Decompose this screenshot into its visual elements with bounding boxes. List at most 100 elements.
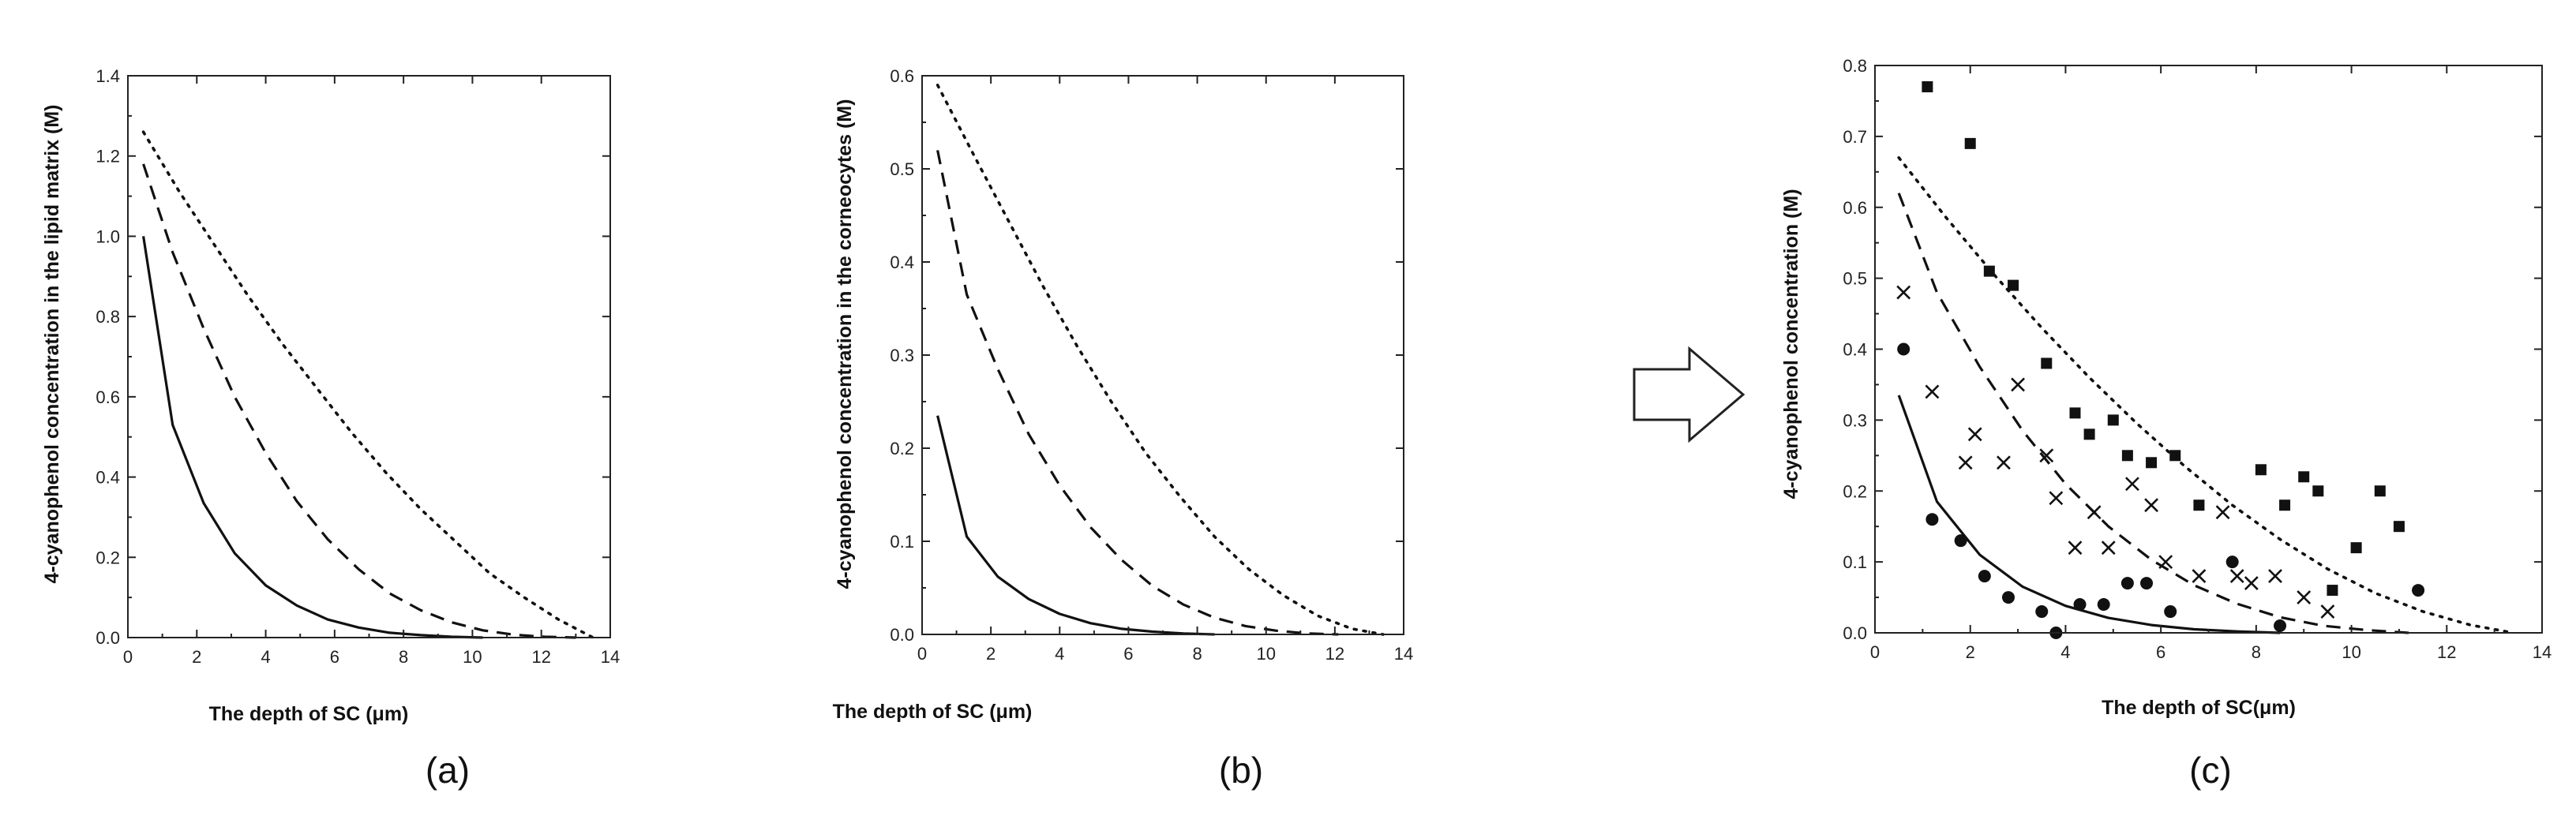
panel-b-xtick-label: 6 (1123, 644, 1133, 664)
panel-c-square-point (2393, 521, 2405, 533)
panel-c-xtick-label: 10 (2342, 642, 2360, 662)
panel-c-square-point (2350, 542, 2362, 554)
panel-a-xtick-label: 6 (330, 647, 339, 667)
panel-a-frame (127, 75, 611, 638)
panel-c-circle-point (2140, 577, 2154, 590)
panel-c-square-point (1922, 80, 1933, 92)
panel-c-circle-point (1978, 570, 1991, 583)
panel-b-solid-line (936, 415, 1215, 636)
panel-c-cross-point (2068, 541, 2083, 556)
panel-b-ytick-label: 0.0 (890, 625, 914, 645)
panel-b-ytick-label: 0.1 (890, 532, 914, 552)
panel-a-xtick-label: 0 (123, 647, 133, 667)
panel-c-ytick-label: 0.6 (1843, 198, 1867, 218)
panel-a-ytick-label: 1.4 (96, 66, 120, 86)
panel-a-xtick-label: 14 (601, 647, 620, 667)
panel-c-ylabel: 4-cyanophenol concentration (M) (1780, 189, 1802, 499)
panel-b-frame (921, 75, 1404, 635)
panel-a-xtick-label: 12 (531, 647, 550, 667)
panel-c-square-point (2121, 450, 2133, 462)
panel-c-xtick-label: 6 (2156, 642, 2165, 662)
panel-c-xtick-label: 0 (1870, 642, 1880, 662)
panel-c-series (1896, 80, 2515, 639)
panel-c-square-point (2193, 499, 2205, 511)
panel-c-ytick-label: 0.5 (1843, 269, 1867, 289)
panel-c-cross-point (2087, 505, 2102, 520)
panel-c-cross-point (2101, 541, 2116, 556)
panel-c-ytick-label: 0.1 (1843, 552, 1867, 572)
panel-c-solid-line (1897, 395, 2281, 634)
panel-a-xtick-label: 10 (463, 647, 482, 667)
panel-c-circle-point (2274, 619, 2287, 633)
panel-c-ytick-label: 0.8 (1843, 56, 1867, 76)
panel-a-xtick-label: 2 (192, 647, 201, 667)
right-arrow-icon (1633, 346, 1745, 443)
panel-a-xtick-label: 4 (261, 647, 270, 667)
panel-c-circle-point (2097, 598, 2110, 612)
panel-c-circle-point (2412, 584, 2425, 597)
panel-c-ytick-label: 0.2 (1843, 481, 1867, 501)
panel-c-cross-point (1958, 455, 1973, 470)
panel-c-xtick-label: 4 (2060, 642, 2070, 662)
panel-b-xlabel: The depth of SC (μm) (833, 701, 1033, 723)
panel-c-square-point (2083, 428, 2095, 440)
panel-c-circle-point (1897, 342, 1910, 356)
panel-b-axes: 0 2 4 6 8 10 12 14 0.0 0.1 0.2 0.3 0.4 0.5 0.6 (890, 66, 1413, 664)
panel-c-square-point (2327, 585, 2338, 597)
panel-c-circle-point (2002, 591, 2015, 604)
panel-b-ytick-label: 0.3 (890, 346, 914, 365)
panel-c-xlabel: The depth of SC(μm) (2102, 697, 2296, 719)
panel-b-xtick-label: 12 (1325, 644, 1344, 664)
panel-c-cross-point (2144, 498, 2158, 513)
panel-c-square-point (2069, 407, 2081, 419)
panel-c-cross-point (2215, 505, 2230, 520)
panel-c-cross-point (1997, 455, 2011, 470)
panel-c-cross-point (2039, 448, 2054, 463)
panel-b-label: (b) (1219, 750, 1263, 791)
panel-c-circle-point (2120, 577, 2134, 590)
panel-a-ytick-label: 0.4 (96, 468, 120, 488)
panel-b-dashed-line (936, 150, 1339, 636)
panel-c-xtick-label: 8 (2252, 642, 2261, 662)
panel-c-square-point (2008, 279, 2019, 291)
panel-c-xtick-label: 12 (2437, 642, 2456, 662)
panel-b-ytick-label: 0.4 (890, 253, 914, 272)
panel-b-xtick-label: 2 (986, 644, 996, 664)
panel-b-ytick-label: 0.2 (890, 439, 914, 458)
panel-b-xtick-label: 4 (1055, 644, 1064, 664)
panel-c-cross-point (2320, 604, 2335, 619)
panel-a-xlabel: The depth of SC (μm) (209, 703, 409, 725)
panel-c-circle-point (2164, 605, 2177, 619)
panel-c-cross-point (2125, 477, 2139, 492)
panel-c-cross-point (2229, 569, 2244, 584)
panel-a-dotted-line (141, 130, 595, 639)
panel-c-square-point (1983, 265, 1995, 277)
chart-panel-a: 0 2 4 6 8 10 12 14 0.0 0.2 0.4 0.6 0.8 1.0 1.2 1.4 The … (41, 66, 620, 791)
panel-c-cross-point (2297, 590, 2312, 604)
panel-b-xtick-label: 14 (1394, 644, 1413, 664)
panel-b-ylabel: 4-cyanophenol concentration in the corne… (834, 99, 856, 589)
panel-c-cross-point (2158, 555, 2173, 570)
panel-c-circle-point (1925, 513, 1939, 526)
panel-a-ylabel: 4-cyanophenol concentration in the lipid… (41, 105, 63, 584)
panel-c-circle-point (2073, 598, 2087, 612)
panel-a-series (141, 130, 595, 639)
panel-c-xtick-label: 14 (2533, 642, 2552, 662)
panel-a-ytick-label: 1.0 (96, 226, 120, 246)
panel-b-series (936, 84, 1385, 636)
panel-c-square-point (2255, 464, 2267, 476)
panel-b-dotted-line (936, 84, 1385, 636)
panel-b-ytick-label: 0.6 (890, 66, 914, 86)
panel-c-cross-point (2049, 491, 2064, 506)
panel-c-square-point (2146, 457, 2158, 469)
panel-c-ytick-label: 0.0 (1843, 623, 1867, 643)
panel-c-ytick-label: 0.7 (1843, 127, 1867, 147)
panel-c-xtick-label: 2 (1966, 642, 1975, 662)
panel-a-solid-line (142, 236, 483, 639)
panel-a-ytick-label: 0.8 (96, 307, 120, 327)
panel-c-cross-point (2244, 576, 2259, 591)
panel-c-cross-point (2192, 569, 2207, 584)
panel-c-cross-point (1896, 285, 1911, 300)
panel-c-square-point (2107, 414, 2119, 426)
